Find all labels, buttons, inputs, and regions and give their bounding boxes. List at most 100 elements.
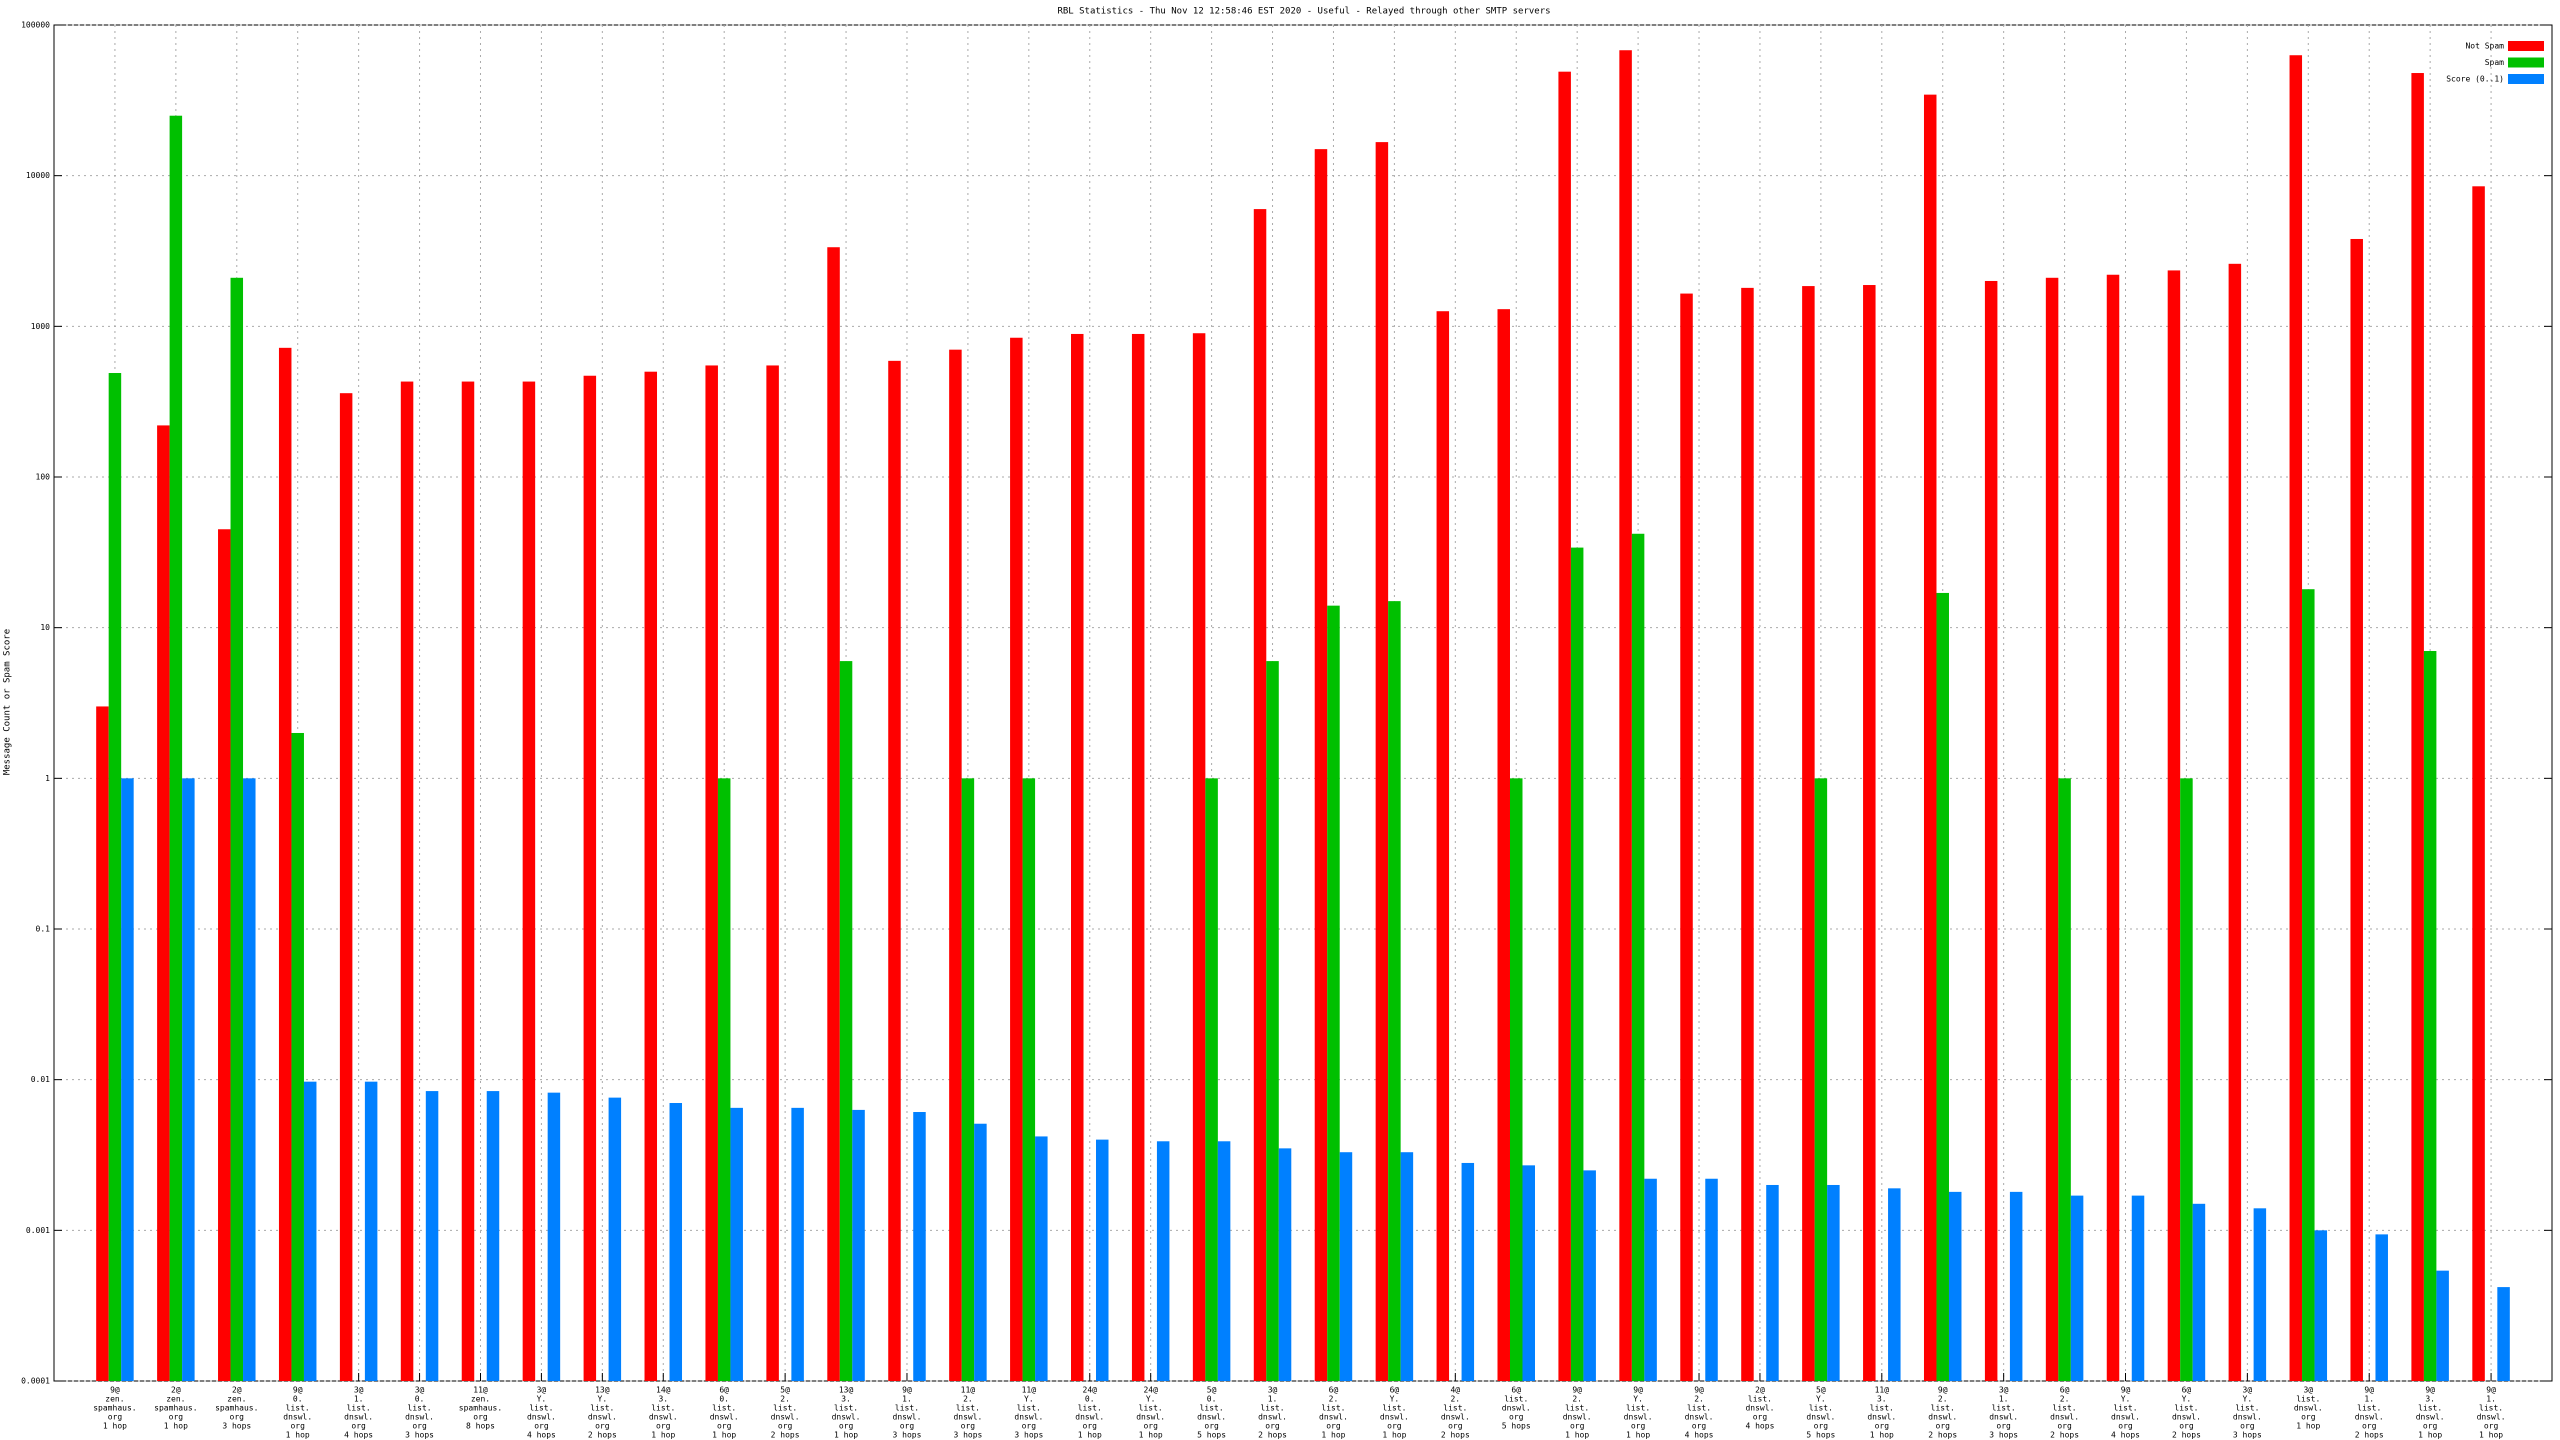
x-tick-label: dnswl. [893,1413,922,1422]
bar [669,1103,683,1381]
x-tick-label: 6@ [1390,1386,1400,1395]
y-tick-label: 0.001 [26,1226,50,1235]
x-tick-label: 0. [415,1395,425,1404]
bar [608,1097,622,1381]
x-tick-label: 9@ [2425,1386,2435,1395]
x-tick-label: org [1083,1422,1098,1431]
x-tick-label: 9@ [1633,1386,1643,1395]
bar [2411,73,2424,1381]
y-tick-label: 10 [40,623,50,632]
x-tick-label: dnswl. [344,1413,373,1422]
x-tick-label: 2 hops [2355,1431,2384,1440]
x-tick-label: dnswl. [1745,1404,1774,1413]
bar [705,365,718,1381]
bar [522,381,536,1381]
bar [1766,1184,1779,1381]
x-tick-label: 1 hop [1321,1431,1345,1440]
bar [2180,778,2193,1381]
bar [121,778,134,1381]
bar [1156,1141,1170,1381]
x-tick-label: org [1022,1422,1037,1431]
bar [913,1112,926,1381]
bar [2350,238,2363,1382]
bar [974,1123,987,1381]
x-tick-label: spamhaus. [154,1404,197,1413]
x-tick-label: 3@ [1268,1386,1278,1395]
x-tick-label: 3 hops [893,1431,922,1440]
x-tick-label: 2 hops [1258,1431,1287,1440]
bar [1400,1152,1414,1381]
bar [791,1107,804,1381]
x-tick-label: list. [2053,1404,2077,1413]
x-tick-label: dnswl. [1258,1413,1287,1422]
bar [1327,605,1340,1381]
x-tick-label: dnswl. [649,1413,678,1422]
bar [157,425,170,1381]
x-tick-label: 4@ [1450,1386,1460,1395]
x-tick-label: org [351,1422,366,1431]
x-tick-label: dnswl. [1624,1413,1653,1422]
x-tick-label: 0. [719,1395,729,1404]
bar [1461,1162,1475,1381]
x-tick-label: list. [2357,1404,2381,1413]
bar [730,1107,743,1381]
x-tick-label: 1. [1268,1395,1278,1404]
x-tick-label: 5@ [780,1386,790,1395]
x-tick-label: list. [286,1404,310,1413]
bar [2497,1287,2510,1381]
x-tick-label: org [1143,1422,1158,1431]
x-tick-label: 11@ [1875,1386,1890,1395]
x-tick-label: org [1996,1422,2011,1431]
x-tick-label: 13@ [839,1386,854,1395]
x-tick-label: org [2118,1422,2133,1431]
x-tick-label: org [534,1422,549,1431]
x-tick-label: org [473,1413,488,1422]
bar [1802,286,1815,1381]
bar [1631,533,1645,1381]
x-tick-label: 2 hops [2172,1431,2201,1440]
x-tick-label: Y. [1146,1395,1156,1404]
x-tick-label: org [1265,1422,1280,1431]
x-tick-label: 2@ [1755,1386,1765,1395]
bar [1339,1152,1353,1381]
x-tick-label: org [2301,1413,2316,1422]
x-tick-label: list. [895,1404,919,1413]
x-tick-label: 2. [1329,1395,1339,1404]
bar [400,381,414,1381]
x-tick-label: list. [1260,1404,1284,1413]
bar [1644,1178,1657,1381]
x-tick-label: dnswl. [771,1413,800,1422]
bar [1522,1165,1535,1381]
x-tick-label: dnswl. [527,1413,556,1422]
x-tick-label: list. [529,1404,553,1413]
x-tick-label: 3 hops [2233,1431,2262,1440]
x-tick-label: 1 hop [712,1431,736,1440]
x-tick-label: 2 hops [771,1431,800,1440]
bar [1131,333,1145,1382]
x-tick-label: dnswl. [2111,1413,2140,1422]
x-tick-label: org [1631,1422,1646,1431]
x-tick-label: 1. [354,1395,364,1404]
bar [2228,263,2242,1381]
bar [2314,1230,2328,1381]
x-tick-label: 0. [293,1395,303,1404]
legend-swatch [2508,41,2544,51]
bar [486,1091,500,1381]
x-tick-label: 9@ [1694,1386,1704,1395]
x-tick-label: list. [1443,1404,1467,1413]
x-tick-label: dnswl. [2294,1404,2323,1413]
bar [1923,94,1937,1381]
x-tick-label: 8 hops [466,1422,495,1431]
x-tick-label: 1 hop [1078,1431,1102,1440]
x-tick-label: list. [1200,1404,1224,1413]
bar [1205,778,1218,1381]
bar [1741,287,1754,1381]
y-tick-label: 100000 [21,21,50,30]
x-tick-label: dnswl. [832,1413,861,1422]
x-tick-label: 5 hops [1806,1431,1835,1440]
bar [644,371,658,1382]
x-tick-label: zen. [166,1395,185,1404]
bar [1192,333,1206,1382]
x-tick-label: 11@ [1022,1386,1037,1395]
